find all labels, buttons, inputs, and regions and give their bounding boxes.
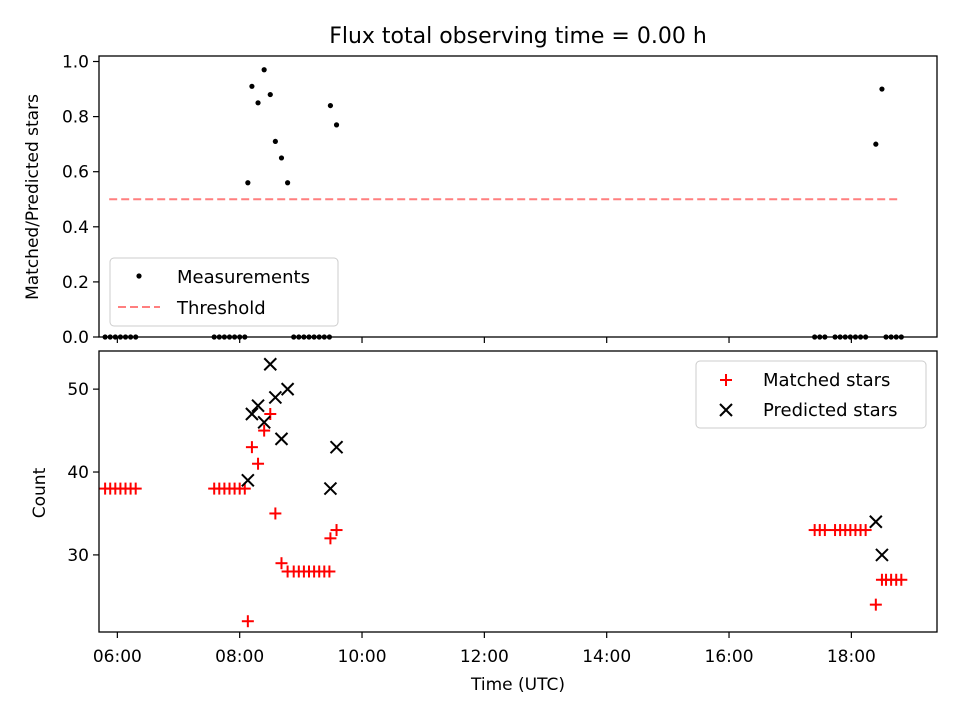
matched-star-point bbox=[324, 532, 337, 545]
predicted-star-b bbox=[274, 432, 289, 446]
top-y-tick-label: 1.0 bbox=[62, 53, 89, 73]
measurement-point bbox=[285, 180, 291, 186]
measurement-point bbox=[249, 83, 255, 89]
matched-star-point bbox=[895, 573, 908, 586]
predicted-star-b bbox=[875, 548, 889, 562]
matched-star-point bbox=[330, 524, 343, 537]
matched-star-point bbox=[269, 507, 282, 520]
predicted-star-point bbox=[251, 399, 265, 413]
predicted-star-b bbox=[268, 390, 283, 405]
measurement-point bbox=[267, 91, 273, 98]
top-legend-box bbox=[109, 257, 339, 327]
bottom-legend-box bbox=[695, 360, 927, 429]
matched-star-point bbox=[869, 598, 882, 611]
legend-measurements-marker bbox=[136, 273, 142, 279]
legend-measurements-label: Measurements bbox=[177, 267, 310, 288]
bottom-plot-area: 30 40 50 06:00 08:00 10:00 12:00 14:00 16:00 18:0… bbox=[67, 357, 908, 667]
predicted-star-point bbox=[274, 432, 289, 446]
legend-predicted-label: Predicted stars bbox=[763, 400, 897, 421]
predicted-star-point bbox=[263, 357, 277, 371]
x-tick-label: 14:00 bbox=[582, 647, 631, 667]
top-legend: Measurements Threshold bbox=[109, 257, 339, 327]
x-tick-label: 18:00 bbox=[827, 647, 876, 667]
legend-predicted-marker bbox=[719, 403, 733, 417]
matched-star-point bbox=[859, 524, 872, 537]
bottom-y-tick-label: 30 bbox=[67, 546, 89, 566]
predicted-star-b bbox=[323, 481, 338, 496]
predicted-star-b bbox=[241, 473, 255, 488]
legend-threshold-label: Threshold bbox=[176, 298, 266, 319]
matched-star-point bbox=[245, 441, 258, 454]
predicted-star-b bbox=[251, 399, 265, 413]
matched-star-point bbox=[129, 482, 142, 495]
predicted-star-point bbox=[280, 382, 295, 396]
matched-star-point bbox=[258, 424, 271, 437]
x-tick-label: 08:00 bbox=[215, 647, 264, 667]
predicted-star-b bbox=[329, 440, 344, 454]
top-plot-frame bbox=[98, 55, 938, 338]
x-tick-label: 06:00 bbox=[93, 647, 142, 667]
top-y-tick-label: 0.4 bbox=[62, 218, 89, 238]
bottom-y-axis-label: Count bbox=[30, 467, 50, 518]
predicted-star-b bbox=[257, 415, 271, 429]
bottom-y-tick-label: 40 bbox=[67, 463, 89, 483]
legend-matched-label: Matched stars bbox=[763, 370, 890, 391]
matched-star-point bbox=[818, 524, 831, 537]
matched-star-point bbox=[275, 557, 288, 570]
measurement-point bbox=[278, 155, 285, 161]
matched-star-point bbox=[264, 407, 277, 420]
bottom-plot-frame bbox=[98, 350, 938, 633]
measurement-point bbox=[272, 138, 278, 145]
predicted-star-point bbox=[257, 415, 271, 429]
predicted-star-point bbox=[323, 481, 338, 496]
matched-star-point bbox=[323, 565, 336, 578]
x-tick-label: 12:00 bbox=[460, 647, 509, 667]
legend-matched-marker bbox=[720, 374, 732, 386]
x-axis-label: Time (UTC) bbox=[470, 675, 565, 695]
matched-star-point bbox=[252, 457, 265, 470]
top-y-tick-label: 0.2 bbox=[62, 273, 89, 293]
x-tick-label: 16:00 bbox=[705, 647, 754, 667]
measurement-point bbox=[879, 86, 885, 92]
predicted-star-b bbox=[245, 407, 259, 421]
top-y-tick-label: 0.6 bbox=[62, 163, 89, 183]
top-y-tick-label: 0.8 bbox=[62, 108, 89, 128]
measurement-point bbox=[255, 100, 261, 106]
top-y-tick-label: 0.0 bbox=[62, 328, 89, 348]
bottom-y-tick-label: 50 bbox=[67, 380, 89, 400]
predicted-star-point bbox=[875, 548, 889, 562]
predicted-star-b bbox=[869, 515, 883, 529]
bottom-legend: Matched stars Predicted stars bbox=[695, 360, 927, 429]
predicted-star-point bbox=[245, 407, 259, 421]
measurement-point bbox=[327, 102, 334, 109]
chart-title: Flux total observing time = 0.00 h bbox=[329, 24, 707, 49]
predicted-star-b bbox=[280, 382, 295, 396]
predicted-star-point bbox=[869, 515, 883, 529]
predicted-star-b bbox=[263, 357, 277, 371]
x-tick-label: 10:00 bbox=[338, 647, 387, 667]
predicted-star-point bbox=[241, 473, 255, 488]
predicted-star-point bbox=[268, 390, 283, 405]
top-plot-area: 0.0 0.2 0.4 0.6 0.8 1.0 bbox=[62, 53, 904, 348]
measurement-point bbox=[245, 180, 251, 186]
measurement-point bbox=[261, 67, 267, 73]
matched-star-point bbox=[241, 615, 254, 628]
predicted-star-point bbox=[329, 440, 344, 454]
measurement-point bbox=[873, 141, 879, 147]
top-y-axis-label: Matched/Predicted stars bbox=[23, 94, 43, 300]
measurement-point bbox=[333, 122, 340, 128]
